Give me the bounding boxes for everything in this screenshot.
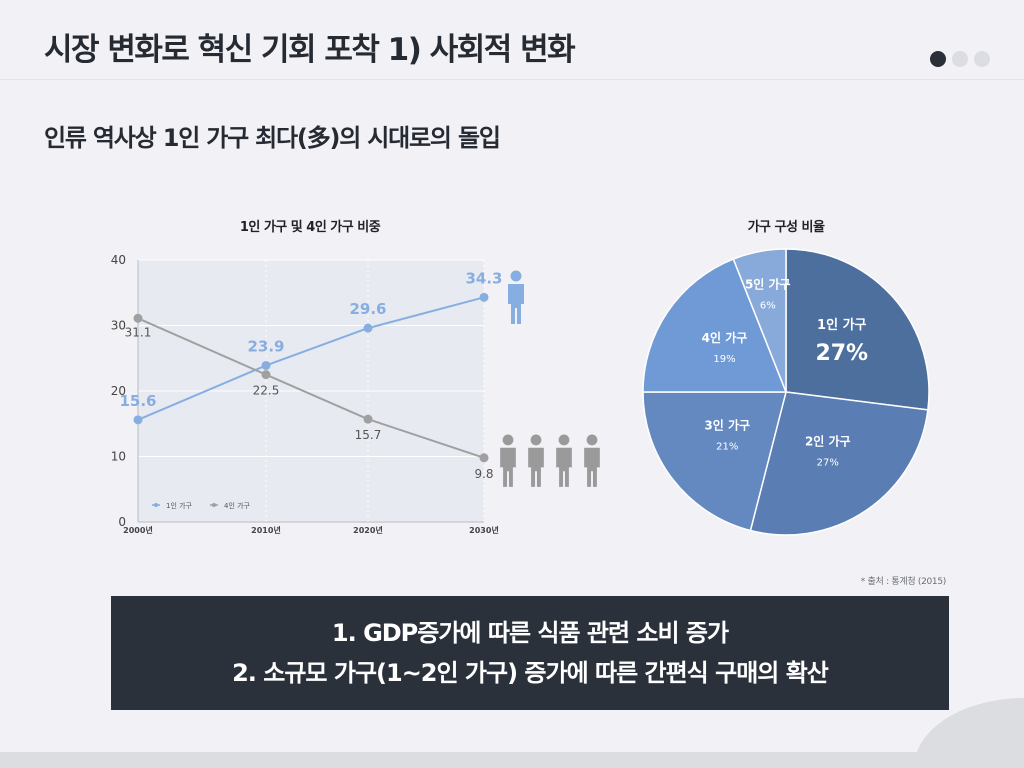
y-tick-label: 0 bbox=[118, 515, 126, 529]
data-label: 34.3 bbox=[465, 269, 502, 287]
pagination-dot-3[interactable] bbox=[974, 51, 990, 67]
data-point bbox=[363, 323, 373, 333]
pie-slice-value: 21% bbox=[716, 442, 738, 453]
x-tick-label: 2000년 bbox=[123, 525, 153, 535]
slide-subtitle: 인류 역사상 1인 가구 최다(多)의 시대로의 돌입 bbox=[44, 124, 501, 152]
y-tick-label: 40 bbox=[111, 253, 126, 267]
x-tick-label: 2030년 bbox=[469, 525, 499, 535]
pie-slice-label: 4인 가구 bbox=[702, 330, 748, 345]
data-label: 22.5 bbox=[253, 384, 280, 398]
data-label: 23.9 bbox=[247, 337, 284, 355]
y-tick-label: 30 bbox=[111, 319, 126, 333]
family-icon bbox=[500, 434, 600, 487]
pagination-dots bbox=[930, 51, 990, 67]
data-label: 15.6 bbox=[119, 392, 156, 410]
slide-title: 시장 변화로 혁신 기회 포착 1) 사회적 변화 bbox=[44, 32, 576, 68]
data-label: 31.1 bbox=[125, 325, 152, 339]
pie-slice bbox=[642, 391, 787, 532]
pie-slice bbox=[642, 258, 788, 393]
legend-marker bbox=[154, 503, 158, 507]
data-point bbox=[133, 313, 143, 323]
pie-slice-label: 3인 가구 bbox=[704, 418, 750, 433]
pie-slice-value: 6% bbox=[760, 300, 776, 311]
pie-slice bbox=[749, 391, 929, 536]
title-divider bbox=[0, 79, 1024, 80]
y-tick-label: 20 bbox=[111, 384, 126, 398]
summary-box: 1. GDP증가에 따른 식품 관련 소비 증가 2. 소규모 가구(1~2인 … bbox=[111, 596, 949, 710]
legend-label: 1인 가구 bbox=[166, 501, 193, 510]
pie-slice-label: 5인 가구 bbox=[745, 276, 791, 291]
legend-marker bbox=[212, 503, 216, 507]
y-tick-label: 10 bbox=[111, 450, 126, 464]
pie-chart: 1인 가구 27% 2인 가구 27% 3인 가구 21% 4인 가구 19% 5인 가구 6% bbox=[642, 248, 930, 536]
series-line bbox=[137, 296, 485, 421]
data-point bbox=[363, 414, 373, 424]
pie-slice-value: 27% bbox=[815, 341, 868, 366]
summary-line-1: 1. GDP증가에 따른 식품 관련 소비 증가 bbox=[331, 619, 729, 647]
series-line bbox=[137, 317, 485, 459]
footer-band bbox=[0, 752, 1024, 768]
source-note: * 출처 : 통계청 (2015) bbox=[860, 577, 947, 587]
line-chart-title: 1인 가구 및 4인 가구 비중 bbox=[239, 220, 381, 235]
person-icon bbox=[508, 270, 524, 324]
pie-slice-label: 2인 가구 bbox=[805, 434, 851, 449]
data-point bbox=[261, 360, 271, 370]
pie-slice bbox=[785, 248, 930, 411]
x-tick-label: 2010년 bbox=[251, 525, 281, 535]
pie-slice bbox=[732, 248, 787, 393]
pagination-dot-2[interactable] bbox=[952, 51, 968, 67]
data-label: 15.7 bbox=[355, 428, 382, 442]
pie-slice-value: 19% bbox=[713, 354, 735, 365]
data-label: 9.8 bbox=[474, 467, 493, 481]
pie-slice-value: 27% bbox=[817, 458, 839, 469]
pie-chart-title: 가구 구성 비율 bbox=[747, 220, 825, 235]
summary-line-2: 2. 소규모 가구(1~2인 가구) 증가에 따른 간편식 구매의 확산 bbox=[232, 659, 829, 687]
data-point bbox=[133, 415, 143, 425]
data-point bbox=[479, 453, 489, 463]
x-tick-label: 2020년 bbox=[353, 525, 383, 535]
pagination-dot-1[interactable] bbox=[930, 51, 946, 67]
data-point bbox=[479, 292, 489, 302]
line-chart: 0 10 20 30 40 2000년 2010년 2020년 2030년 15.6 23.9 29.… bbox=[111, 253, 600, 535]
data-point bbox=[261, 370, 271, 380]
legend-label: 4인 가구 bbox=[224, 501, 251, 510]
pie-slice-label: 1인 가구 bbox=[817, 317, 866, 333]
data-label: 29.6 bbox=[349, 300, 386, 318]
